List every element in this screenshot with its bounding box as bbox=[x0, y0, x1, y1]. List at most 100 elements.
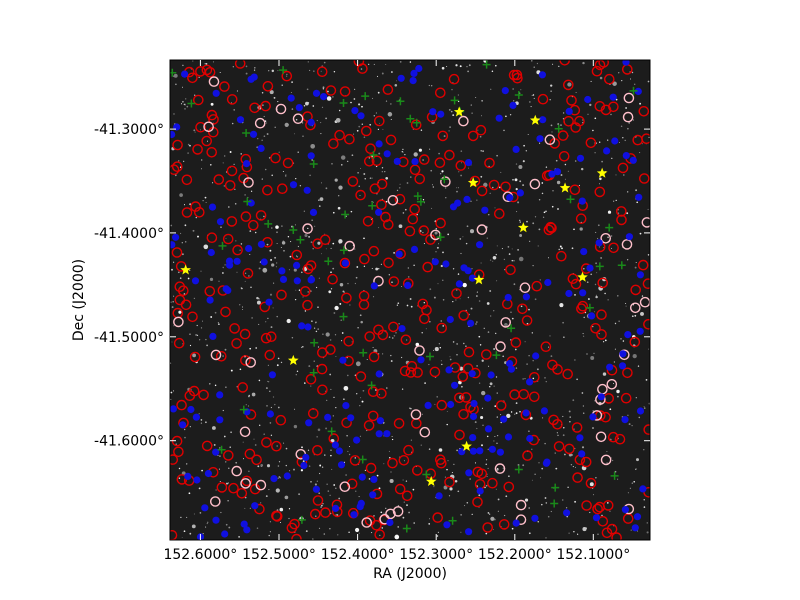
field-star bbox=[347, 282, 349, 285]
field-star bbox=[311, 159, 314, 161]
pink-circle-marker bbox=[476, 224, 488, 235]
field-star bbox=[554, 452, 556, 454]
field-star bbox=[594, 152, 596, 154]
field-star bbox=[197, 235, 199, 238]
red-circle-marker bbox=[226, 94, 238, 105]
field-star bbox=[177, 271, 180, 274]
red-circle-marker bbox=[444, 149, 455, 161]
field-star bbox=[295, 289, 297, 291]
field-star bbox=[479, 135, 482, 138]
red-circle-marker bbox=[434, 157, 446, 168]
blue-dot-marker bbox=[337, 461, 346, 469]
field-star bbox=[541, 192, 544, 195]
field-star bbox=[371, 177, 373, 179]
red-circle-marker bbox=[629, 336, 641, 348]
field-star bbox=[562, 112, 565, 114]
field-star bbox=[470, 200, 472, 202]
field-star bbox=[349, 304, 351, 306]
red-circle-marker bbox=[409, 203, 421, 215]
blue-dot-marker bbox=[639, 485, 647, 493]
red-circle-marker bbox=[328, 138, 339, 149]
field-star bbox=[180, 103, 183, 105]
pink-circle-marker bbox=[339, 481, 351, 493]
field-star bbox=[277, 406, 280, 409]
field-star bbox=[383, 463, 385, 465]
red-circle-marker bbox=[201, 64, 213, 76]
red-circle-marker bbox=[448, 73, 460, 85]
field-star bbox=[297, 245, 299, 248]
field-star bbox=[355, 276, 358, 279]
red-circle-marker bbox=[553, 441, 565, 452]
field-star bbox=[392, 337, 394, 339]
blue-dot-marker bbox=[331, 441, 339, 449]
field-star bbox=[330, 454, 332, 457]
green-plus-marker bbox=[369, 151, 378, 159]
field-star bbox=[643, 407, 646, 409]
red-circle-marker bbox=[382, 219, 394, 230]
field-star bbox=[429, 288, 432, 291]
field-star bbox=[325, 332, 330, 337]
field-star bbox=[567, 170, 570, 172]
field-star bbox=[645, 379, 648, 381]
field-star bbox=[557, 434, 559, 436]
field-star bbox=[303, 105, 306, 107]
field-star bbox=[606, 451, 608, 452]
field-star bbox=[293, 468, 295, 471]
field-star bbox=[456, 187, 458, 189]
red-circle-marker bbox=[482, 522, 494, 533]
blue-dot-marker bbox=[265, 298, 273, 306]
red-circle-marker bbox=[261, 437, 272, 448]
field-star bbox=[625, 305, 627, 307]
field-star bbox=[274, 403, 276, 406]
green-plus-marker bbox=[309, 160, 318, 168]
blue-dot-marker bbox=[386, 518, 394, 527]
field-star bbox=[438, 152, 440, 155]
field-star bbox=[207, 129, 209, 131]
field-star bbox=[239, 304, 241, 306]
field-star bbox=[389, 478, 394, 484]
field-star bbox=[327, 90, 329, 93]
red-circle-marker bbox=[190, 201, 201, 212]
blue-dot-marker bbox=[375, 208, 383, 216]
field-star bbox=[582, 335, 585, 337]
field-star bbox=[517, 201, 520, 204]
field-star bbox=[267, 380, 269, 382]
blue-dot-marker bbox=[224, 286, 232, 294]
field-star bbox=[290, 241, 292, 243]
blue-dot-marker bbox=[631, 524, 639, 532]
field-star bbox=[263, 135, 266, 138]
field-star bbox=[449, 126, 451, 128]
field-star bbox=[557, 123, 560, 125]
field-star bbox=[388, 336, 391, 338]
field-star bbox=[187, 143, 190, 146]
field-star bbox=[613, 200, 615, 202]
red-circle-marker bbox=[174, 294, 186, 306]
field-star bbox=[311, 219, 313, 221]
field-star bbox=[451, 88, 453, 91]
field-star bbox=[300, 469, 304, 472]
field-star bbox=[422, 159, 424, 161]
field-star bbox=[429, 148, 431, 150]
field-star bbox=[458, 187, 459, 189]
pink-circle-marker bbox=[414, 345, 425, 356]
red-circle-marker bbox=[585, 137, 597, 149]
field-star bbox=[193, 129, 196, 132]
field-star bbox=[552, 63, 554, 65]
blue-dot-marker bbox=[339, 356, 347, 364]
field-star bbox=[269, 422, 272, 424]
field-star bbox=[320, 122, 322, 124]
field-star bbox=[582, 61, 585, 65]
field-star bbox=[335, 355, 337, 358]
field-star bbox=[404, 208, 407, 211]
red-circle-marker bbox=[475, 124, 487, 136]
blue-dot-marker bbox=[629, 156, 637, 164]
field-star bbox=[276, 262, 278, 264]
field-star bbox=[319, 464, 322, 467]
field-star bbox=[397, 302, 400, 305]
field-star bbox=[410, 439, 412, 441]
field-star bbox=[613, 361, 616, 363]
red-circle-marker bbox=[236, 487, 248, 499]
field-star bbox=[593, 494, 595, 496]
field-star bbox=[515, 187, 518, 191]
field-star bbox=[647, 80, 650, 83]
